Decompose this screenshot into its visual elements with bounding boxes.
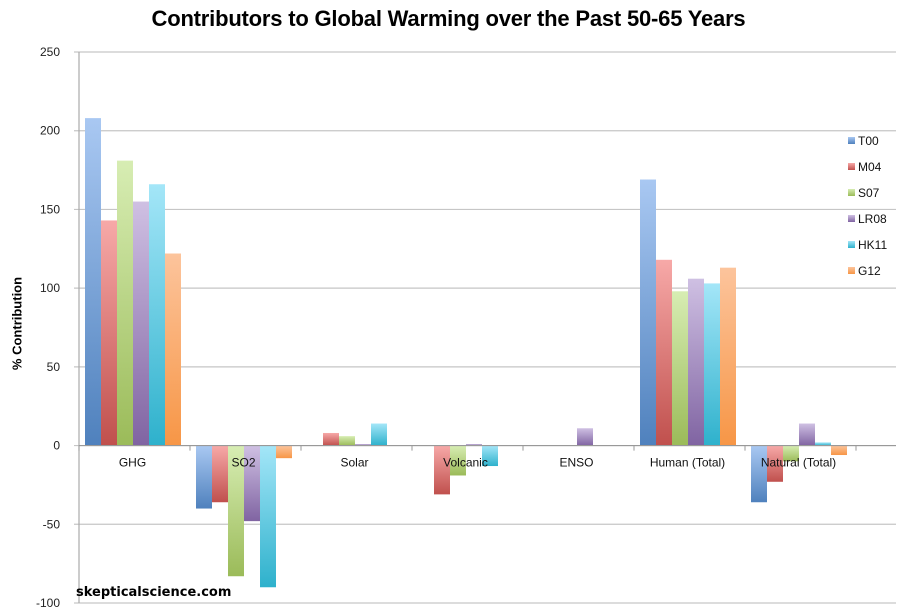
legend-swatch (848, 241, 855, 248)
legend-label: S07 (858, 186, 880, 200)
bar-hk11-3 (482, 445, 498, 467)
bar-t00-0 (85, 118, 101, 446)
category-label: Solar (340, 456, 368, 470)
bar-m04-2 (323, 432, 339, 446)
y-tick-label: 50 (47, 360, 61, 374)
bar-hk11-1 (260, 445, 276, 588)
y-tick-label: 150 (40, 202, 60, 216)
y-tick-label: -100 (36, 596, 60, 610)
axes (78, 52, 896, 603)
y-tick-label: 100 (40, 281, 60, 295)
bar-s07-5 (672, 291, 688, 446)
y-tick-label: 0 (53, 439, 60, 453)
bar-t00-1 (196, 445, 212, 509)
category-label: GHG (119, 456, 146, 470)
category-labels: GHG SO2 Solar Volcanic ENSO Human (Total) Natu… (119, 456, 836, 470)
legend-swatch (848, 137, 855, 144)
bar-s07-1 (228, 445, 244, 577)
bar-hk11-5 (704, 283, 720, 446)
legend-swatch (848, 267, 855, 274)
y-tick-label: 200 (40, 124, 60, 138)
bar-lr08-3 (466, 443, 482, 446)
chart-title: Contributors to Global Warming over the … (151, 6, 746, 31)
category-label: SO2 (231, 456, 255, 470)
bar-g12-5 (720, 267, 736, 446)
bar-lr08-2 (355, 443, 371, 446)
bar-lr08-1 (244, 445, 260, 522)
legend-label: LR08 (858, 212, 887, 226)
bar-g12-1 (276, 445, 292, 459)
bar-s07-2 (339, 436, 355, 446)
bar-m04-6 (767, 445, 783, 482)
bar-m04-1 (212, 445, 228, 503)
bar-m04-0 (101, 220, 117, 446)
y-tick-label: -50 (43, 517, 61, 531)
legend-swatch (848, 189, 855, 196)
bar-t00-5 (640, 179, 656, 446)
y-tick-label: 250 (40, 45, 60, 59)
category-label: Human (Total) (650, 456, 725, 470)
category-label: Natural (Total) (761, 456, 836, 470)
bar-s07-6 (783, 445, 799, 462)
bar-g12-6 (831, 445, 847, 456)
bar-hk11-6 (815, 442, 831, 446)
legend-swatch (848, 163, 855, 170)
bar-s07-0 (117, 160, 133, 446)
watermark: skepticalscience.com (76, 585, 232, 600)
bar-g12-0 (165, 253, 181, 446)
legend-swatch (848, 215, 855, 222)
legend-label: HK11 (858, 238, 887, 252)
bar-hk11-2 (371, 423, 387, 446)
gridlines (74, 51, 896, 604)
bar-lr08-4 (577, 428, 593, 446)
legend-label: G12 (858, 264, 881, 278)
y-axis-ticks: 250 200 150 100 50 0 -50 -100 (36, 45, 60, 610)
category-label: Volcanic (443, 456, 488, 470)
legend-label: T00 (858, 134, 879, 148)
bar-m04-3 (434, 445, 450, 495)
bar-m04-5 (656, 259, 672, 446)
bars (85, 118, 847, 588)
bar-lr08-6 (799, 423, 815, 446)
bar-t00-6 (751, 445, 767, 503)
legend-label: M04 (858, 160, 882, 174)
bar-lr08-0 (133, 201, 149, 446)
bar-hk11-0 (149, 184, 165, 446)
bar-lr08-5 (688, 278, 704, 446)
category-label: ENSO (559, 456, 593, 470)
legend: T00 M04 S07 LR08 HK11 G12 (848, 134, 887, 278)
bar-s07-3 (450, 445, 466, 476)
